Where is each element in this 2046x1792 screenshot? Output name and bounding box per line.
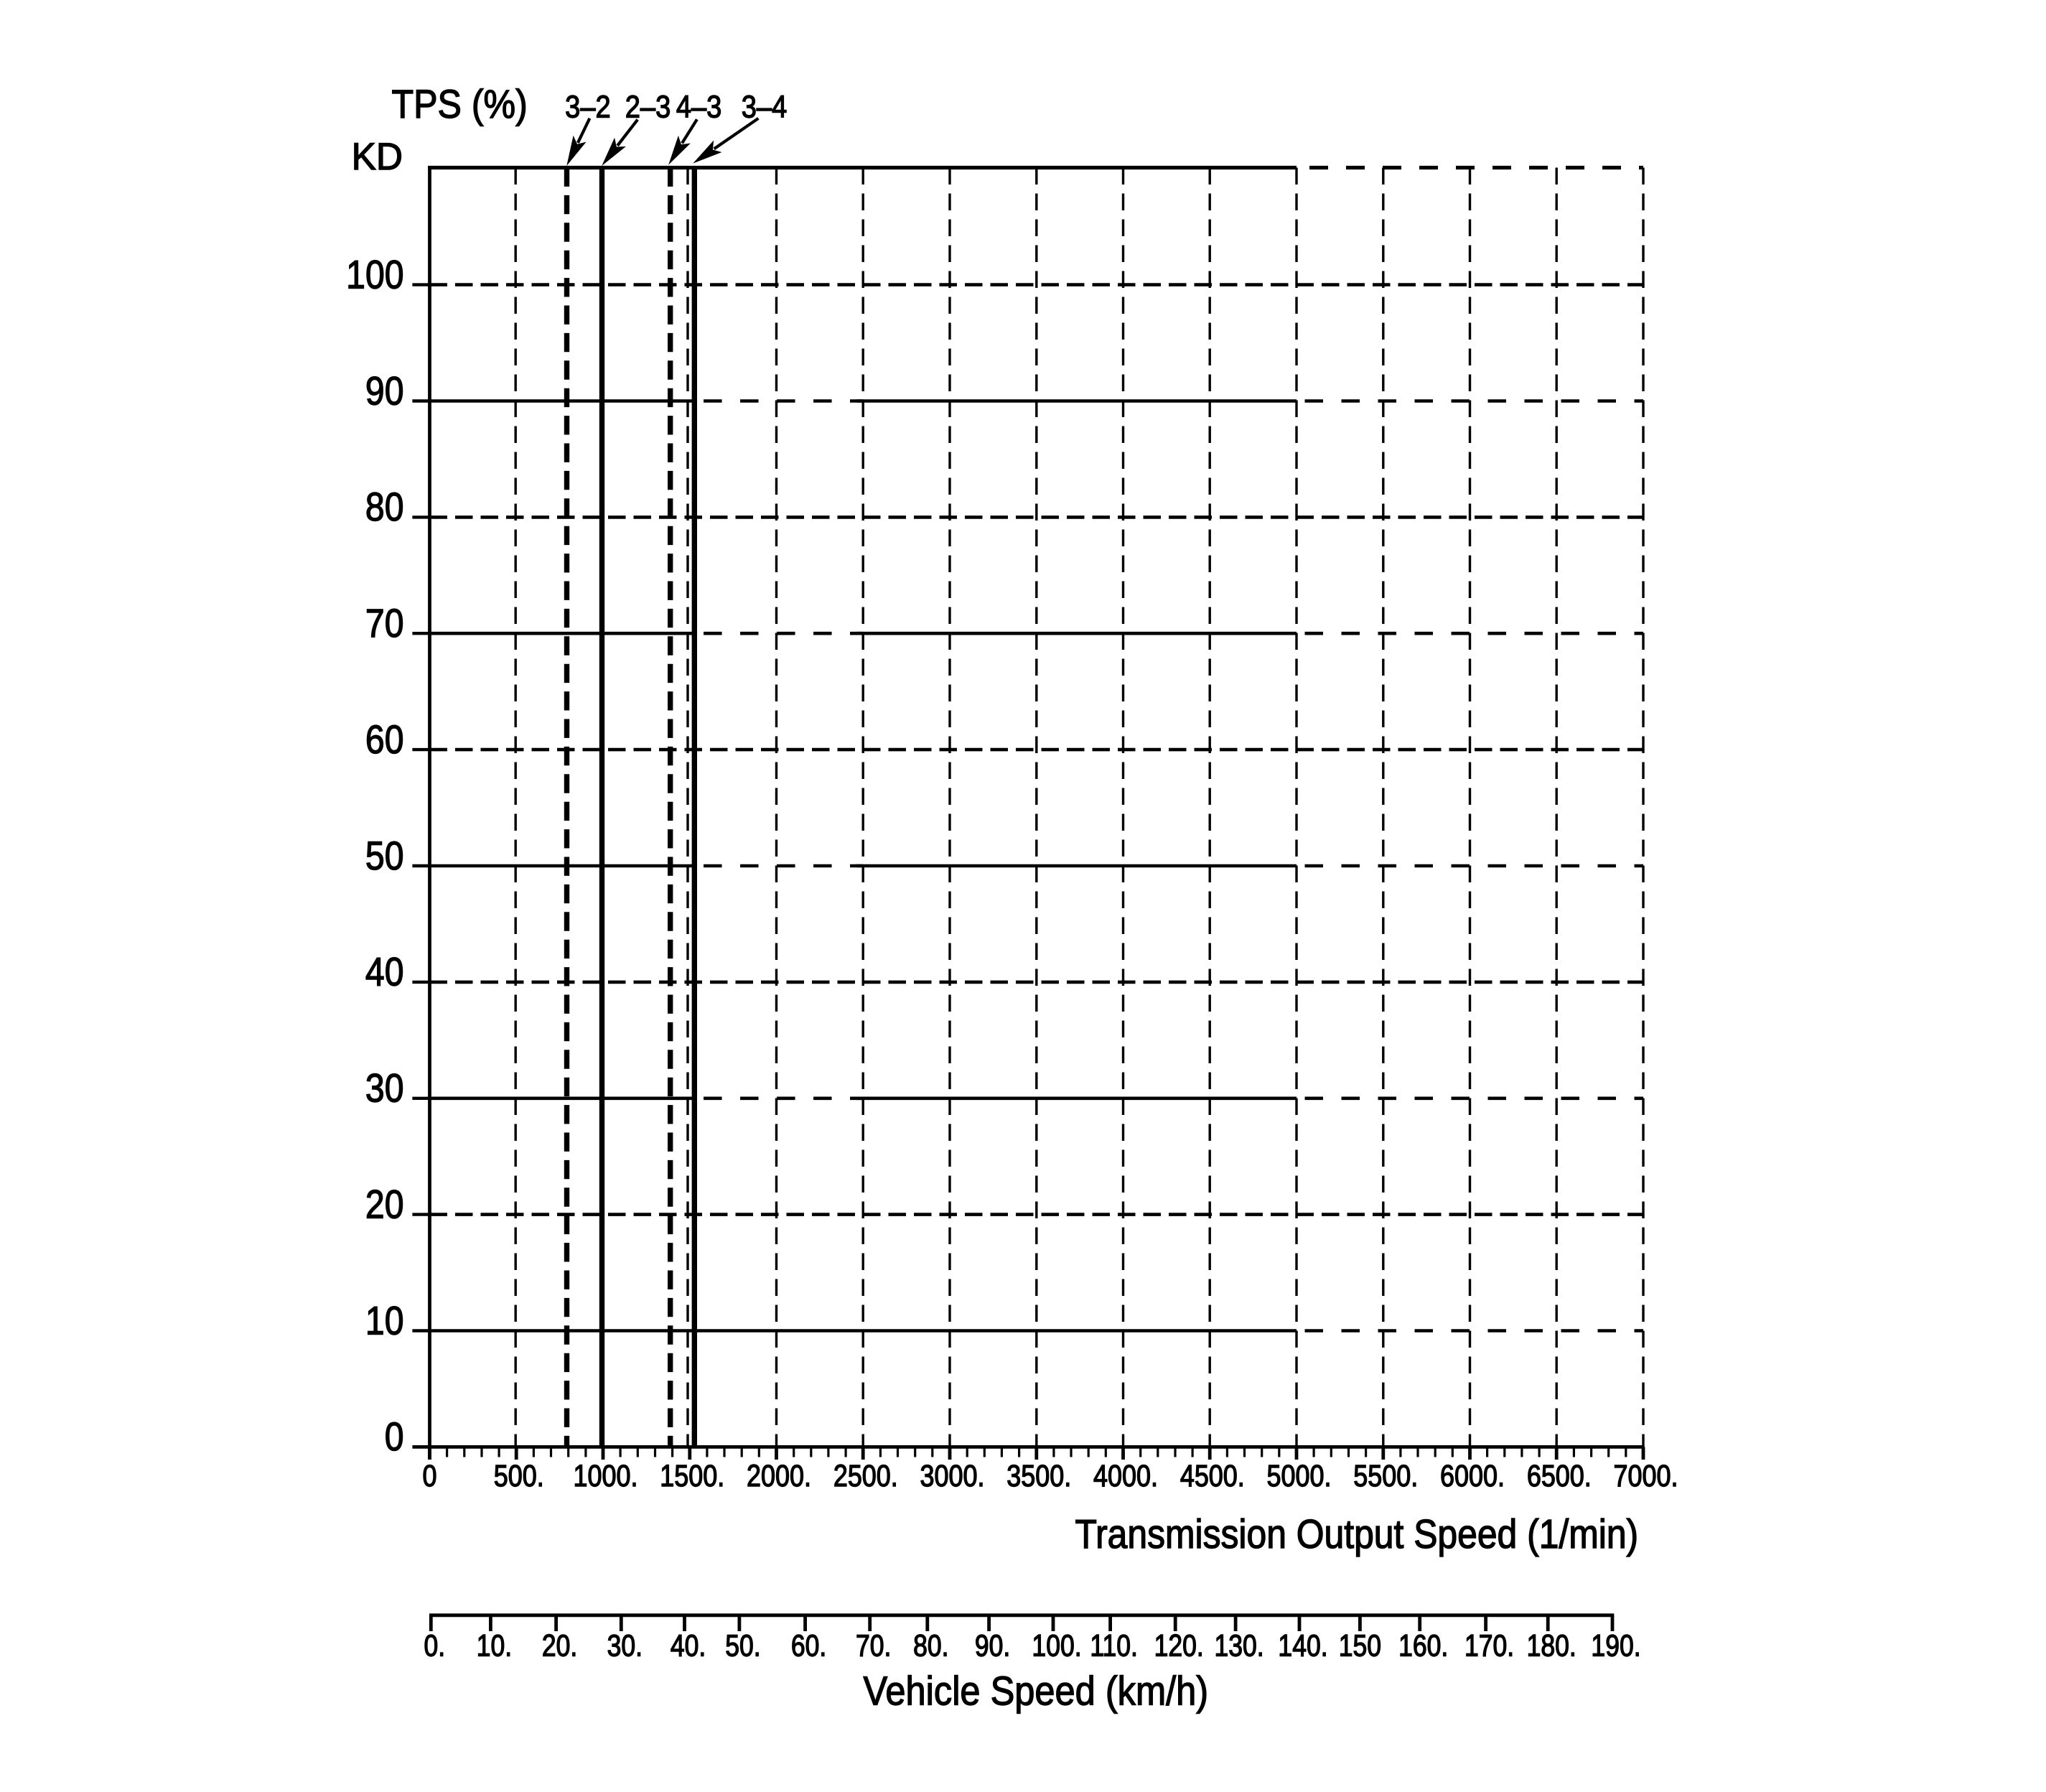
svg-text:190.: 190. bbox=[1591, 1630, 1640, 1663]
svg-text:80: 80 bbox=[365, 485, 404, 530]
svg-text:40.: 40. bbox=[671, 1630, 706, 1663]
svg-text:50: 50 bbox=[365, 834, 404, 878]
svg-text:0: 0 bbox=[385, 1415, 404, 1460]
svg-text:3000.: 3000. bbox=[920, 1459, 985, 1493]
svg-text:2–3: 2–3 bbox=[625, 89, 671, 124]
svg-text:120.: 120. bbox=[1154, 1630, 1204, 1663]
svg-text:90: 90 bbox=[365, 369, 404, 414]
svg-text:50.: 50. bbox=[725, 1630, 760, 1663]
svg-text:170.: 170. bbox=[1465, 1630, 1514, 1663]
svg-text:180.: 180. bbox=[1527, 1630, 1576, 1663]
svg-text:500.: 500. bbox=[494, 1459, 544, 1493]
svg-text:30.: 30. bbox=[607, 1630, 643, 1663]
svg-text:2500.: 2500. bbox=[833, 1459, 898, 1493]
svg-text:4000.: 4000. bbox=[1093, 1459, 1158, 1493]
svg-text:4500.: 4500. bbox=[1180, 1459, 1245, 1493]
svg-text:3500.: 3500. bbox=[1006, 1459, 1071, 1493]
svg-text:10: 10 bbox=[365, 1299, 404, 1343]
svg-text:7000.: 7000. bbox=[1614, 1459, 1678, 1493]
svg-text:Transmission Output Speed (1/m: Transmission Output Speed (1/min) bbox=[1075, 1512, 1639, 1557]
svg-text:10.: 10. bbox=[477, 1630, 512, 1663]
svg-text:6500.: 6500. bbox=[1527, 1459, 1592, 1493]
svg-text:20.: 20. bbox=[542, 1630, 577, 1663]
svg-text:1000.: 1000. bbox=[574, 1459, 638, 1493]
svg-text:80.: 80. bbox=[913, 1630, 948, 1663]
svg-text:TPS (%): TPS (%) bbox=[392, 82, 528, 126]
svg-text:110.: 110. bbox=[1090, 1630, 1138, 1663]
svg-text:60: 60 bbox=[365, 718, 404, 762]
svg-text:40: 40 bbox=[365, 950, 404, 994]
svg-text:Vehicle Speed (km/h): Vehicle Speed (km/h) bbox=[864, 1669, 1209, 1714]
svg-text:150: 150 bbox=[1339, 1630, 1381, 1663]
svg-text:60.: 60. bbox=[791, 1630, 826, 1663]
svg-text:1500.: 1500. bbox=[660, 1459, 724, 1493]
svg-text:100.: 100. bbox=[1032, 1630, 1081, 1663]
svg-text:0.: 0. bbox=[424, 1630, 445, 1663]
svg-text:5500.: 5500. bbox=[1353, 1459, 1418, 1493]
svg-text:0: 0 bbox=[422, 1459, 436, 1493]
svg-text:70: 70 bbox=[365, 602, 404, 646]
svg-text:5000.: 5000. bbox=[1267, 1459, 1332, 1493]
svg-text:3–4: 3–4 bbox=[742, 89, 787, 124]
svg-text:30: 30 bbox=[365, 1066, 404, 1111]
svg-text:70.: 70. bbox=[856, 1630, 891, 1663]
svg-text:2000.: 2000. bbox=[747, 1459, 811, 1493]
svg-text:3–2: 3–2 bbox=[565, 89, 610, 124]
svg-text:6000.: 6000. bbox=[1440, 1459, 1505, 1493]
svg-text:90.: 90. bbox=[975, 1630, 1010, 1663]
svg-text:20: 20 bbox=[365, 1182, 404, 1227]
svg-text:4–3: 4–3 bbox=[676, 89, 721, 124]
svg-text:160.: 160. bbox=[1398, 1630, 1448, 1663]
svg-text:100: 100 bbox=[346, 253, 403, 297]
svg-text:140.: 140. bbox=[1278, 1630, 1327, 1663]
svg-text:KD: KD bbox=[352, 136, 403, 178]
svg-text:130.: 130. bbox=[1215, 1630, 1264, 1663]
